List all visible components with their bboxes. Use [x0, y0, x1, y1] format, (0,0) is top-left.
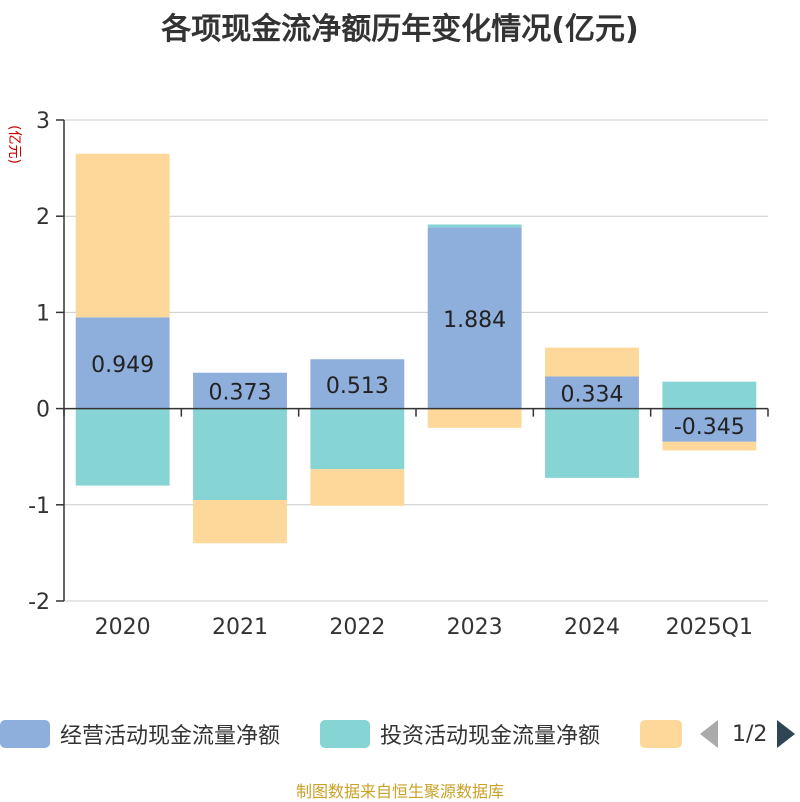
bar-s1-2025Q1: [662, 381, 757, 409]
bar-s1-2022: [310, 408, 405, 470]
legend-page-indicator: 1/2: [732, 721, 768, 747]
data-label-2021: 0.373: [209, 381, 272, 406]
data-label-2025Q1: -0.345: [674, 415, 745, 440]
legend-item-investing[interactable]: 投资活动现金流量净额: [320, 716, 600, 752]
bar-s1-2024: [545, 408, 639, 478]
bar-s1-2023: [427, 224, 522, 228]
x-tick-label-2020: 2020: [95, 615, 151, 640]
bar-s2-2022: [310, 469, 405, 506]
legend-label-operating: 经营活动现金流量净额: [60, 724, 281, 749]
y-axis-label: (亿元): [6, 125, 22, 164]
bar-s2-2024: [545, 347, 639, 377]
x-tick-label-2025Q1: 2025Q1: [666, 615, 753, 640]
stacked-bar-chart: -2 -1 0 1 2 3 2020 2021 2022 2023 2024 2025Q1 0.949…: [6, 109, 769, 640]
legend-item-third[interactable]: [640, 716, 682, 752]
legend: 经营活动现金流量净额 投资活动现金流量净额 1/2: [0, 716, 800, 752]
gridlines: [64, 119, 768, 602]
data-labels: 0.949 0.373 0.513 1.884 0.334 -0.345: [91, 308, 745, 440]
y-tick-label: -2: [28, 590, 50, 615]
bar-s0-2024: [545, 376, 639, 409]
x-tick-label-2024: 2024: [564, 615, 620, 640]
y-tick-label: 2: [36, 205, 50, 230]
legend-next-page-icon[interactable]: [777, 720, 796, 748]
bar-s1-2020: [75, 408, 170, 486]
y-tick-label: 0: [36, 398, 50, 423]
y-tick-label: 3: [36, 109, 50, 134]
data-label-2023: 1.884: [443, 308, 506, 333]
bar-s0-2021: [193, 372, 287, 409]
bar-s2-2021: [193, 499, 287, 544]
legend-prev-page-icon[interactable]: [700, 720, 718, 748]
chart-title: 各项现金流净额历年变化情况(亿元): [161, 12, 639, 47]
y-tick-label: -1: [28, 494, 50, 519]
bar-s2-2023: [427, 408, 522, 428]
legend-swatch-investing: [320, 720, 370, 748]
data-label-2020: 0.949: [91, 353, 154, 378]
data-label-2022: 0.513: [326, 374, 389, 399]
legend-swatch-third: [640, 720, 682, 748]
bar-s0-2020: [75, 317, 170, 409]
x-tick-label-2021: 2021: [212, 615, 268, 640]
source-note: 制图数据来自恒生聚源数据库: [295, 782, 504, 801]
bar-s2-2020: [75, 153, 170, 318]
bar-s0-2022: [310, 359, 405, 409]
legend-pager: 1/2: [700, 716, 796, 752]
legend-label-investing: 投资活动现金流量净额: [380, 724, 601, 749]
bar-s0-2025Q1: [662, 408, 757, 442]
bar-s0-2023: [427, 227, 522, 409]
axes: -2 -1 0 1 2 3 2020 2021 2022 2023 2024 2025Q1: [28, 109, 769, 640]
bar-s1-2021: [193, 408, 287, 500]
data-label-2024: 0.334: [561, 383, 624, 408]
legend-item-operating[interactable]: 经营活动现金流量净额: [0, 716, 280, 752]
x-tick-label-2023: 2023: [447, 615, 503, 640]
y-tick-label: 1: [36, 301, 50, 326]
x-tick-label-2022: 2022: [329, 615, 385, 640]
bars: [75, 153, 757, 544]
bar-s2-2025Q1: [662, 441, 757, 451]
legend-swatch-operating: [0, 720, 50, 748]
